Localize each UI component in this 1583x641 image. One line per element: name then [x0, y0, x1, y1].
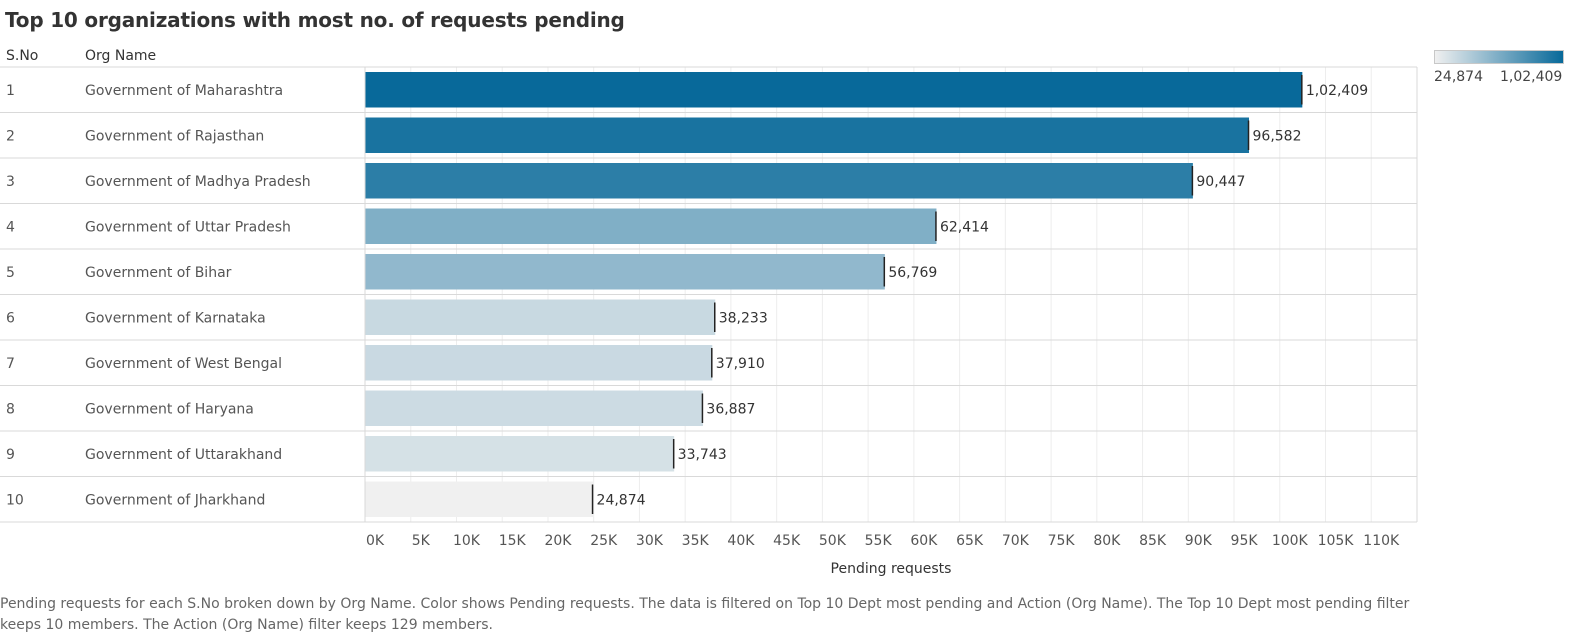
bar[interactable] [365, 72, 1303, 108]
bar[interactable] [365, 299, 716, 336]
row-sno: 9 [6, 447, 15, 463]
x-tick-label: 85K [1139, 533, 1167, 549]
table-row[interactable]: 5 Government of Bihar 56,769 [6, 254, 937, 290]
row-sno: 8 [6, 401, 15, 417]
x-tick-label: 70K [1002, 533, 1030, 549]
x-tick-label: 0K [366, 533, 385, 549]
color-legend-gradient[interactable] [1434, 50, 1564, 64]
x-tick-label: 35K [682, 533, 710, 549]
row-org-name: Government of West Bengal [85, 356, 282, 372]
bar[interactable] [365, 117, 1250, 154]
table-row[interactable]: 3 Government of Madhya Pradesh 90,447 [6, 163, 1245, 199]
row-org-name: Government of Madhya Pradesh [85, 174, 311, 190]
x-tick-label: 20K [544, 533, 572, 549]
chart-title: Top 10 organizations with most no. of re… [5, 8, 625, 32]
row-sno: 6 [6, 310, 15, 326]
bar[interactable] [365, 481, 594, 518]
table-row[interactable]: 8 Government of Haryana 36,887 [6, 390, 755, 427]
table-row[interactable]: 10 Government of Jharkhand 24,874 [6, 481, 646, 518]
row-org-name: Government of Haryana [85, 401, 254, 417]
bar-value-label: 36,887 [706, 401, 755, 417]
x-tick-label: 80K [1093, 533, 1121, 549]
x-tick-label: 40K [727, 533, 755, 549]
bar[interactable] [365, 390, 703, 427]
x-tick-label: 110K [1363, 533, 1400, 549]
x-tick-label: 45K [773, 533, 801, 549]
x-tick-label: 5K [412, 533, 431, 549]
bar-value-label: 96,582 [1253, 128, 1302, 144]
row-sno: 2 [6, 128, 15, 144]
row-sno: 3 [6, 174, 15, 190]
row-org-name: Government of Bihar [85, 265, 232, 281]
color-legend-max: 1,02,409 [1500, 69, 1563, 85]
row-separators [0, 66, 1418, 523]
row-sno: 10 [6, 492, 24, 508]
x-tick-label: 95K [1231, 533, 1259, 549]
x-tick-label: 75K [1048, 533, 1076, 549]
bar-value-label: 33,743 [678, 447, 727, 463]
org-name-column-header[interactable]: Org Name [85, 48, 157, 64]
x-tick-label: 105K [1318, 533, 1355, 549]
bar-value-label: 56,769 [888, 265, 937, 281]
bar-value-label: 62,414 [940, 219, 989, 235]
x-tick-label: 65K [956, 533, 984, 549]
bar-value-label: 24,874 [597, 492, 646, 508]
x-axis-title: Pending requests [831, 561, 952, 577]
table-row[interactable]: 1 Government of Maharashtra 1,02,409 [6, 72, 1368, 108]
table-row[interactable]: 6 Government of Karnataka 38,233 [6, 299, 768, 336]
x-tick-label: 25K [590, 533, 618, 549]
x-tick-label: 50K [819, 533, 847, 549]
row-sno: 5 [6, 265, 15, 281]
x-tick-label: 55K [865, 533, 893, 549]
bar[interactable] [365, 345, 713, 381]
x-tick-label: 100K [1272, 533, 1309, 549]
bar[interactable] [365, 163, 1193, 199]
row-org-name: Government of Rajasthan [85, 128, 264, 144]
row-org-name: Government of Karnataka [85, 310, 266, 326]
x-tick-label: 10K [453, 533, 481, 549]
x-tick-label: 60K [910, 533, 938, 549]
bar-value-label: 38,233 [719, 310, 768, 326]
row-sno: 1 [6, 83, 15, 99]
chart-caption: Pending requests for each S.No broken do… [0, 596, 1410, 633]
row-sno: 7 [6, 356, 15, 372]
bar-value-label: 37,910 [716, 356, 765, 372]
table-row[interactable]: 7 Government of West Bengal 37,910 [6, 345, 765, 381]
row-org-name: Government of Jharkhand [85, 492, 265, 508]
x-tick-label: 30K [636, 533, 664, 549]
table-row[interactable]: 2 Government of Rajasthan 96,582 [6, 117, 1302, 154]
x-tick-label: 15K [499, 533, 527, 549]
bar[interactable] [365, 254, 885, 290]
bar-chart: 1 Government of Maharashtra 1,02,409 2 Gover… [0, 66, 1418, 577]
row-org-name: Government of Maharashtra [85, 83, 283, 99]
bar[interactable] [365, 208, 937, 245]
table-row[interactable]: 4 Government of Uttar Pradesh 62,414 [6, 208, 989, 245]
bar-value-label: 1,02,409 [1306, 83, 1368, 99]
row-org-name: Government of Uttar Pradesh [85, 219, 291, 235]
table-row[interactable]: 9 Government of Uttarakhand 33,743 [6, 436, 727, 472]
sno-column-header[interactable]: S.No [6, 48, 39, 64]
row-sno: 4 [6, 219, 15, 235]
bar-value-label: 90,447 [1196, 174, 1245, 190]
x-axis: 0K 5K 10K 15K 20K 25K 30K 35K 40K 45K 50K 55K 60K 65K… [366, 533, 1400, 577]
bar[interactable] [365, 436, 675, 472]
row-org-name: Government of Uttarakhand [85, 447, 282, 463]
x-tick-label: 90K [1185, 533, 1213, 549]
color-legend-min: 24,874 [1434, 69, 1483, 85]
